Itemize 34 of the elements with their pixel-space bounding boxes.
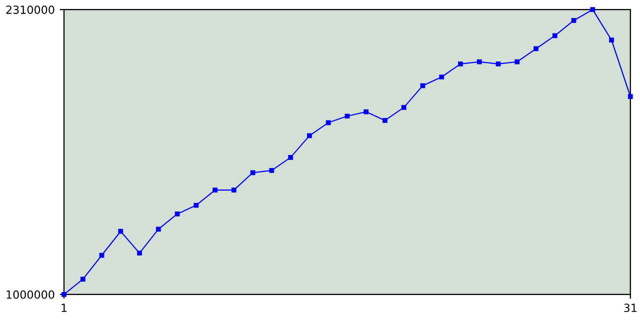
point <box>628 94 633 99</box>
point <box>609 38 614 42</box>
point <box>439 74 444 80</box>
point <box>156 226 161 232</box>
x-tick-label: 1 <box>62 304 67 312</box>
point <box>571 18 576 23</box>
y-tick-label: 2310000 <box>6 6 54 14</box>
point <box>288 155 293 160</box>
point <box>552 33 558 38</box>
point <box>514 59 520 64</box>
point <box>250 170 256 176</box>
point <box>118 228 124 234</box>
point <box>344 114 350 119</box>
point <box>231 188 236 192</box>
point <box>458 62 463 66</box>
point <box>420 83 426 88</box>
point <box>212 188 218 192</box>
point <box>534 46 538 52</box>
point <box>401 105 406 110</box>
x-tick-label: 31 <box>624 304 636 312</box>
point <box>590 7 596 12</box>
point <box>364 109 369 114</box>
point <box>307 133 312 138</box>
point <box>496 62 501 66</box>
point <box>382 118 388 123</box>
point <box>476 59 482 64</box>
point <box>326 120 331 126</box>
point <box>80 276 86 282</box>
point <box>137 250 142 256</box>
point <box>194 202 199 208</box>
point <box>99 252 104 258</box>
y-tick-label: 1000000 <box>6 290 54 299</box>
point <box>269 168 274 173</box>
point <box>174 212 180 216</box>
